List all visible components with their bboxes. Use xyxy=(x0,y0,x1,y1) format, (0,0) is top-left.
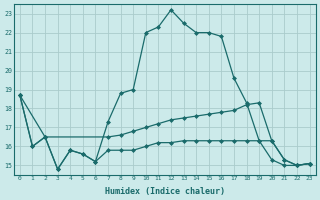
X-axis label: Humidex (Indice chaleur): Humidex (Indice chaleur) xyxy=(105,187,225,196)
